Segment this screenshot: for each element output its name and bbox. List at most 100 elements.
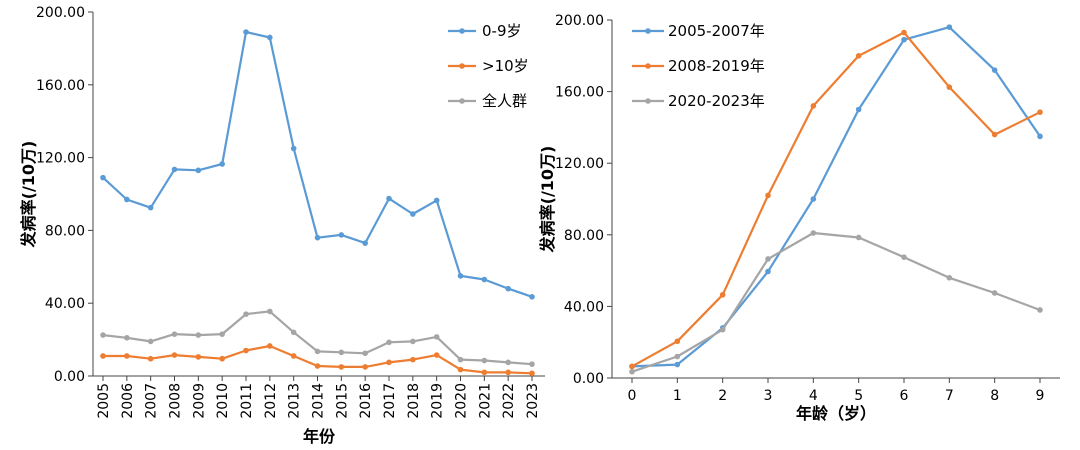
series-line: [631, 26, 1041, 368]
data-point: [124, 334, 130, 341]
x-tick-label: 2005: [96, 383, 112, 419]
data-point: [100, 174, 106, 181]
data-point: [410, 338, 416, 345]
x-tick-label: 6: [900, 388, 909, 404]
data-point: [674, 338, 681, 345]
data-point: [171, 331, 178, 337]
data-point: [810, 196, 817, 202]
data-point: [1037, 109, 1043, 115]
data-point: [147, 355, 154, 362]
data-point: [338, 349, 345, 356]
y-tick-label: 80.00: [564, 228, 604, 244]
data-point: [267, 308, 273, 315]
data-point: [410, 211, 416, 217]
series-3: [100, 308, 535, 367]
data-point: [386, 359, 392, 366]
y-axis-title: 发病率(/10万): [19, 141, 38, 249]
series-line: [102, 30, 533, 298]
data-point: [219, 331, 225, 337]
data-point: [433, 197, 440, 204]
data-point: [855, 53, 862, 59]
x-tick-label: 2: [718, 388, 727, 404]
data-point: [481, 357, 488, 364]
legend-swatch-marker: [459, 63, 465, 69]
data-point: [267, 34, 273, 41]
x-tick-label: 2009: [191, 383, 207, 419]
y-tick-label: 40.00: [45, 296, 85, 312]
data-point: [946, 24, 953, 30]
data-point: [855, 234, 862, 241]
x-tick-label: 2008: [168, 383, 184, 419]
legend-swatch-marker: [645, 63, 651, 69]
data-point: [386, 339, 392, 346]
x-axis-title: 年龄（岁）: [796, 404, 876, 423]
x-tick-label: 4: [809, 388, 818, 404]
data-point: [901, 36, 907, 43]
data-point: [719, 291, 726, 298]
data-point: [1037, 133, 1043, 140]
data-point: [100, 332, 106, 338]
data-point: [457, 273, 464, 279]
data-point: [338, 232, 345, 238]
x-tick-label: 2017: [382, 383, 398, 419]
data-point: [147, 204, 154, 211]
data-point: [719, 326, 726, 333]
legend-swatch-marker: [645, 28, 651, 34]
x-tick-label: 3: [764, 388, 773, 404]
data-point: [810, 230, 817, 236]
series-line: [631, 231, 1041, 373]
chart-2: 0.00 40.00 80.00 120.00 160.00 200.00 0 1 2 3 4 5 6 7…: [538, 13, 1060, 423]
data-point: [991, 131, 998, 138]
data-point: [529, 294, 535, 300]
y-tick-label: 200.00: [555, 13, 604, 29]
legend-swatch-marker: [459, 98, 465, 104]
legend-swatch-marker: [645, 98, 651, 104]
data-point: [290, 353, 297, 359]
data-point: [901, 29, 907, 36]
data-point: [267, 343, 273, 349]
y-tick-label: 160.00: [36, 78, 85, 94]
legend-item: >10岁: [448, 57, 529, 75]
series-3: [629, 230, 1043, 375]
data-point: [338, 364, 345, 370]
data-point: [195, 332, 202, 338]
data-point: [433, 352, 440, 358]
y-tick-label: 0.00: [573, 371, 604, 387]
legend-item: 2008-2019年: [632, 57, 765, 75]
y-tick-label: 80.00: [45, 223, 85, 239]
legend-item: 0-9岁: [448, 22, 522, 40]
y-tick-label: 0.00: [54, 369, 85, 385]
series-2: [100, 343, 535, 377]
data-point: [362, 364, 368, 370]
x-tick-label: 2010: [215, 383, 231, 419]
legend-label: 2020-2023年: [668, 92, 765, 110]
data-point: [171, 166, 178, 173]
x-axis-title: 年份: [303, 427, 336, 446]
x-tick-label: 7: [945, 388, 954, 404]
data-point: [100, 353, 106, 359]
data-point: [529, 370, 535, 377]
data-point: [629, 368, 635, 375]
data-point: [314, 234, 321, 241]
x-tick-label: 2016: [358, 383, 374, 419]
x-tick-label: 8: [990, 388, 999, 404]
data-point: [243, 311, 249, 317]
data-point: [147, 338, 154, 345]
data-point: [481, 276, 488, 283]
data-point: [243, 29, 249, 35]
y-tick-label: 120.00: [555, 156, 604, 172]
legend-label: 2005-2007年: [668, 22, 765, 40]
data-point: [674, 361, 681, 368]
x-tick-label: 2011: [239, 383, 255, 419]
data-point: [529, 361, 535, 367]
series-line: [631, 31, 1041, 368]
data-point: [765, 268, 771, 275]
y-axis-title: 发病率(/10万): [538, 146, 557, 254]
data-point: [457, 366, 464, 373]
x-tick-label: 2023: [525, 383, 541, 419]
legend-item: 2005-2007年: [632, 22, 765, 40]
data-point: [946, 84, 953, 90]
x-tick-label: 2013: [287, 383, 303, 419]
data-point: [433, 334, 440, 340]
